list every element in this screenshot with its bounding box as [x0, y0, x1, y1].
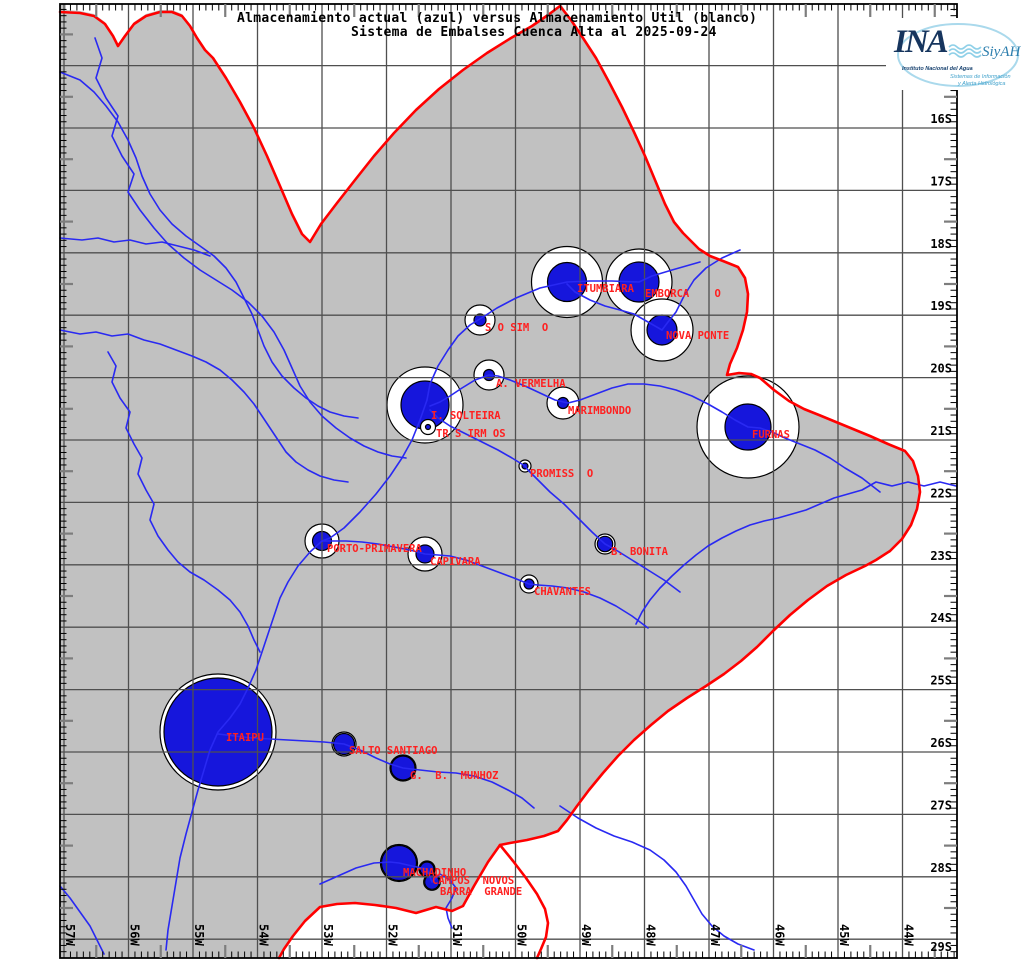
river-3: [165, 399, 428, 951]
reservoir-label-porto-primavera: PORTO-PRIMAVERA: [327, 543, 423, 555]
lat-label-28S: 28S: [930, 861, 952, 875]
lon-label-51W: 51W: [450, 924, 464, 946]
reservoir-label-sao-simao: S O SIM O: [485, 322, 548, 334]
lon-label-50W: 50W: [515, 924, 529, 946]
river-6: [217, 733, 535, 809]
river-14: [559, 805, 755, 951]
reservoir-label-tres-irmaos: TR S IRM OS: [436, 428, 506, 440]
river-5: [321, 540, 649, 629]
lon-label-48W: 48W: [644, 924, 658, 946]
reservoir-label-furnas: FURNAS: [752, 429, 790, 441]
lat-label-26S: 26S: [930, 736, 952, 750]
reservoir-label-machadinho: MACHADINHO: [403, 867, 466, 879]
lon-label-44W: 44W: [902, 924, 916, 946]
basin-boundary-0: [58, 4, 922, 960]
river-15: [635, 481, 957, 625]
lat-label-25S: 25S: [930, 674, 952, 688]
lon-label-47W: 47W: [708, 924, 722, 946]
river-7: [319, 861, 457, 929]
reservoir-label-salto-santiago: SALTO SANTIAGO: [349, 745, 438, 757]
reservoir-label-campos-novos: CAMPOS NOVOS: [432, 875, 514, 887]
river-11: [59, 237, 211, 257]
lat-label-21S: 21S: [930, 424, 952, 438]
logo-siyah-text: SiyAH: [982, 44, 1021, 60]
lon-label-46W: 46W: [773, 924, 787, 946]
ina-siyah-logo: INA SiyAH Instituto Nacional del Agua Si…: [886, 18, 1020, 90]
map-frame: [59, 3, 958, 959]
river-12: [59, 329, 349, 483]
river-9: [59, 71, 359, 419]
reservoir-label-barra-bonita: B. BONITA: [611, 546, 669, 558]
logo-subtitle-institute: Instituto Nacional del Agua: [902, 66, 973, 72]
reservoir-actual-circle-tres-irmaos: [424, 423, 432, 431]
lat-label-16S: 16S: [930, 112, 952, 126]
reservoir-label-nova-ponte: NOVA PONTE: [666, 330, 729, 342]
lon-label-45W: 45W: [837, 924, 851, 946]
basin-boundary-1: [498, 843, 550, 960]
map-title-line2: Sistema de Embalses Cuenca Alta al 2025-…: [351, 25, 717, 40]
lon-label-53W: 53W: [321, 924, 335, 946]
logo-ellipse-icon: [897, 23, 1019, 87]
outside-basin-region-1: [500, 2, 958, 958]
river-10: [107, 351, 261, 653]
logo-subtitle-alert: y Alerta Hidrológica: [958, 81, 1006, 87]
reservoir-label-marimbondo: MARIMBONDO: [568, 405, 631, 417]
lat-label-19S: 19S: [930, 299, 952, 313]
lat-label-20S: 20S: [930, 362, 952, 376]
lat-label-29S: 29S: [930, 940, 952, 954]
reservoir-label-promissao: PROMISS O: [530, 468, 593, 480]
river-8: [94, 37, 407, 459]
reservoir-label-emborcacao: EMBORCA O: [645, 288, 721, 300]
lon-label-56W: 56W: [128, 924, 142, 946]
reservoir-label-gb-munhoz: G. B. MUNHOZ: [410, 770, 499, 782]
reservoir-label-itaipu: ITAIPU: [226, 732, 264, 744]
lon-label-49W: 49W: [579, 924, 593, 946]
lat-label-22S: 22S: [930, 486, 952, 500]
lon-label-52W: 52W: [386, 924, 400, 946]
river-0: [426, 261, 701, 401]
river-2: [429, 374, 881, 493]
lat-label-23S: 23S: [930, 549, 952, 563]
reservoir-label-agua-vermelha: A. VERMELHA: [496, 378, 566, 390]
lon-label-54W: 54W: [257, 924, 271, 946]
lat-label-18S: 18S: [930, 237, 952, 251]
map-title-line1: Almacenamiento actual (azul) versus Alma…: [237, 11, 758, 26]
outside-basin-region-0: [66, 2, 560, 242]
lat-label-24S: 24S: [930, 611, 952, 625]
lat-label-27S: 27S: [930, 798, 952, 812]
reservoir-label-chavantes: CHAVANTES: [534, 586, 591, 598]
lon-label-55W: 55W: [192, 924, 206, 946]
river-13: [59, 885, 105, 955]
outside-basin-region-2: [279, 845, 548, 958]
lat-label-17S: 17S: [930, 174, 952, 188]
logo-ina-text: INA: [894, 24, 949, 60]
river-4: [429, 409, 681, 593]
water-waves-icon: [948, 44, 982, 58]
reservoir-label-itumbiara: ITUMBIARA: [577, 283, 635, 295]
reservoir-label-ilha-solteira: I. SOLTEIRA: [431, 410, 501, 422]
river-1: [566, 249, 741, 331]
logo-subtitle-systems: Sistemas de Información: [950, 74, 1011, 80]
reservoir-label-barra-grande: BARRA GRANDE: [440, 886, 522, 898]
reservoir-label-capivara: CAPIVARA: [430, 556, 481, 568]
lon-label-57W: 57W: [63, 924, 77, 946]
